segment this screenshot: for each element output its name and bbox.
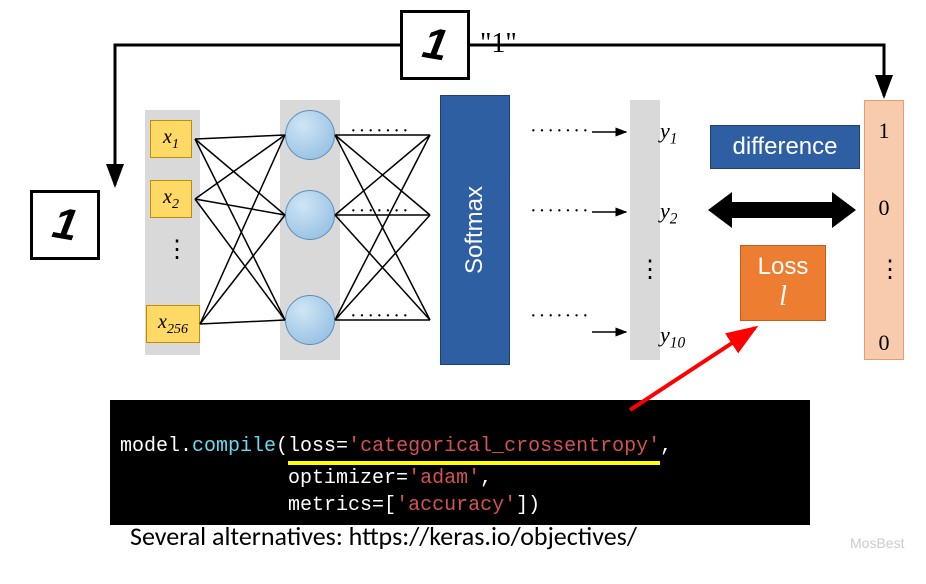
difference-box: difference <box>710 125 860 169</box>
caption-text: Several alternatives: https://keras.io/o… <box>130 520 637 552</box>
target-val-1: 1 <box>864 118 904 144</box>
var-label: x1 <box>163 126 179 153</box>
neuron-3 <box>285 295 335 345</box>
watermark-text: MosBest <box>850 535 904 551</box>
loss-label: Loss <box>758 253 809 281</box>
difference-label: difference <box>733 133 838 161</box>
dots-right-2: ······· <box>530 200 591 223</box>
input-node-x256: x256 <box>146 305 200 343</box>
edges-input-hidden <box>195 135 285 324</box>
output-y10: y10 <box>660 322 685 352</box>
left-digit-image: 1 <box>30 190 100 260</box>
top-digit-image: 1 <box>400 10 470 80</box>
dots-right-1: ······· <box>530 120 591 143</box>
dots-left-1: ······· <box>350 120 411 143</box>
input-node-x2: x2 <box>150 180 192 218</box>
code-block: model.compile(loss='categorical_crossent… <box>110 400 810 525</box>
neuron-2 <box>285 190 335 240</box>
softmax-box: Softmax <box>440 95 510 365</box>
var-label: x2 <box>163 186 179 213</box>
digit-glyph: 1 <box>49 198 82 251</box>
arrows-softmax-output <box>592 132 626 332</box>
top-arrow-right <box>470 45 884 96</box>
var-label: x256 <box>158 311 188 338</box>
target-val-2: 0 <box>864 195 904 221</box>
input-vdots: ⋮ <box>165 245 189 255</box>
neuron-1 <box>285 110 335 160</box>
output-y1: y1 <box>660 118 677 148</box>
dots-left-2: ······· <box>350 200 411 223</box>
top-digit-label: "1" <box>480 28 517 60</box>
dots-right-3: ······· <box>530 305 591 328</box>
softmax-label: Softmax <box>461 186 489 274</box>
output-layer-bg <box>630 100 660 360</box>
output-y2: y2 <box>660 198 677 228</box>
input-node-x1: x1 <box>150 120 192 158</box>
loss-symbol: l <box>779 281 787 313</box>
code-line-2: optimizer='adam', <box>120 467 492 490</box>
output-vdots: ⋮ <box>638 265 662 275</box>
target-val-last: 0 <box>864 330 904 356</box>
dots-left-3: ······· <box>350 305 411 328</box>
code-line-3: metrics=['accuracy']) <box>120 494 540 517</box>
loss-box: Loss l <box>740 245 826 321</box>
edges-hidden-right <box>335 135 430 320</box>
double-arrow-compare <box>708 192 856 228</box>
code-line-1: model.compile(loss='categorical_crossent… <box>120 435 672 458</box>
target-vdots: ⋮ <box>878 265 902 275</box>
digit-glyph: 1 <box>419 18 452 71</box>
